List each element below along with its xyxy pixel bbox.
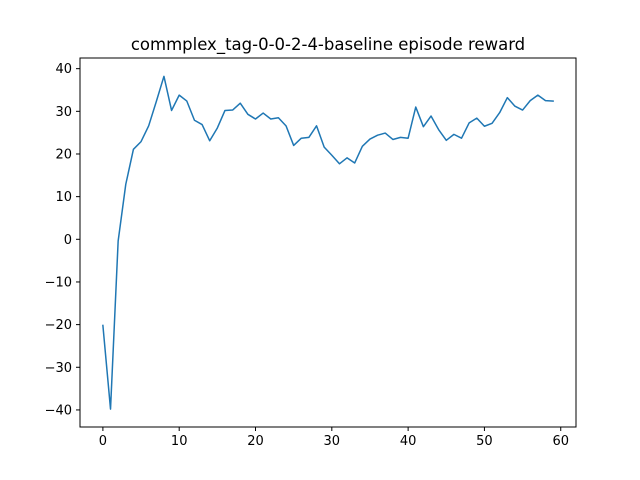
chart-title: commplex_tag-0-0-2-4-baseline episode re… [131,35,525,55]
x-tick-label: 30 [324,434,341,449]
plot-layer: 0 10 20 30 40 50 60 −40 −30 −20 −10 0 10 20 30 40 [45,57,577,449]
y-tick-label: 30 [55,105,72,120]
x-tick-label: 20 [247,434,264,449]
axes-frame [79,57,577,428]
series-line-0 [102,75,554,410]
x-tick-label: 50 [476,434,493,449]
y-tick-label: 0 [64,233,72,248]
x-tick-label: 10 [171,434,188,449]
y-tick-label: 40 [55,62,72,77]
y-tick-label: −20 [45,318,72,333]
y-tick-label: −30 [45,361,72,376]
x-tick-label: 0 [99,434,107,449]
y-tick-label: 10 [55,190,72,205]
y-tick-label: −40 [45,403,72,418]
y-tick-label: −10 [45,275,72,290]
x-tick-label: 60 [552,434,569,449]
x-tick-label: 40 [400,434,417,449]
y-tick-label: 20 [55,147,72,162]
